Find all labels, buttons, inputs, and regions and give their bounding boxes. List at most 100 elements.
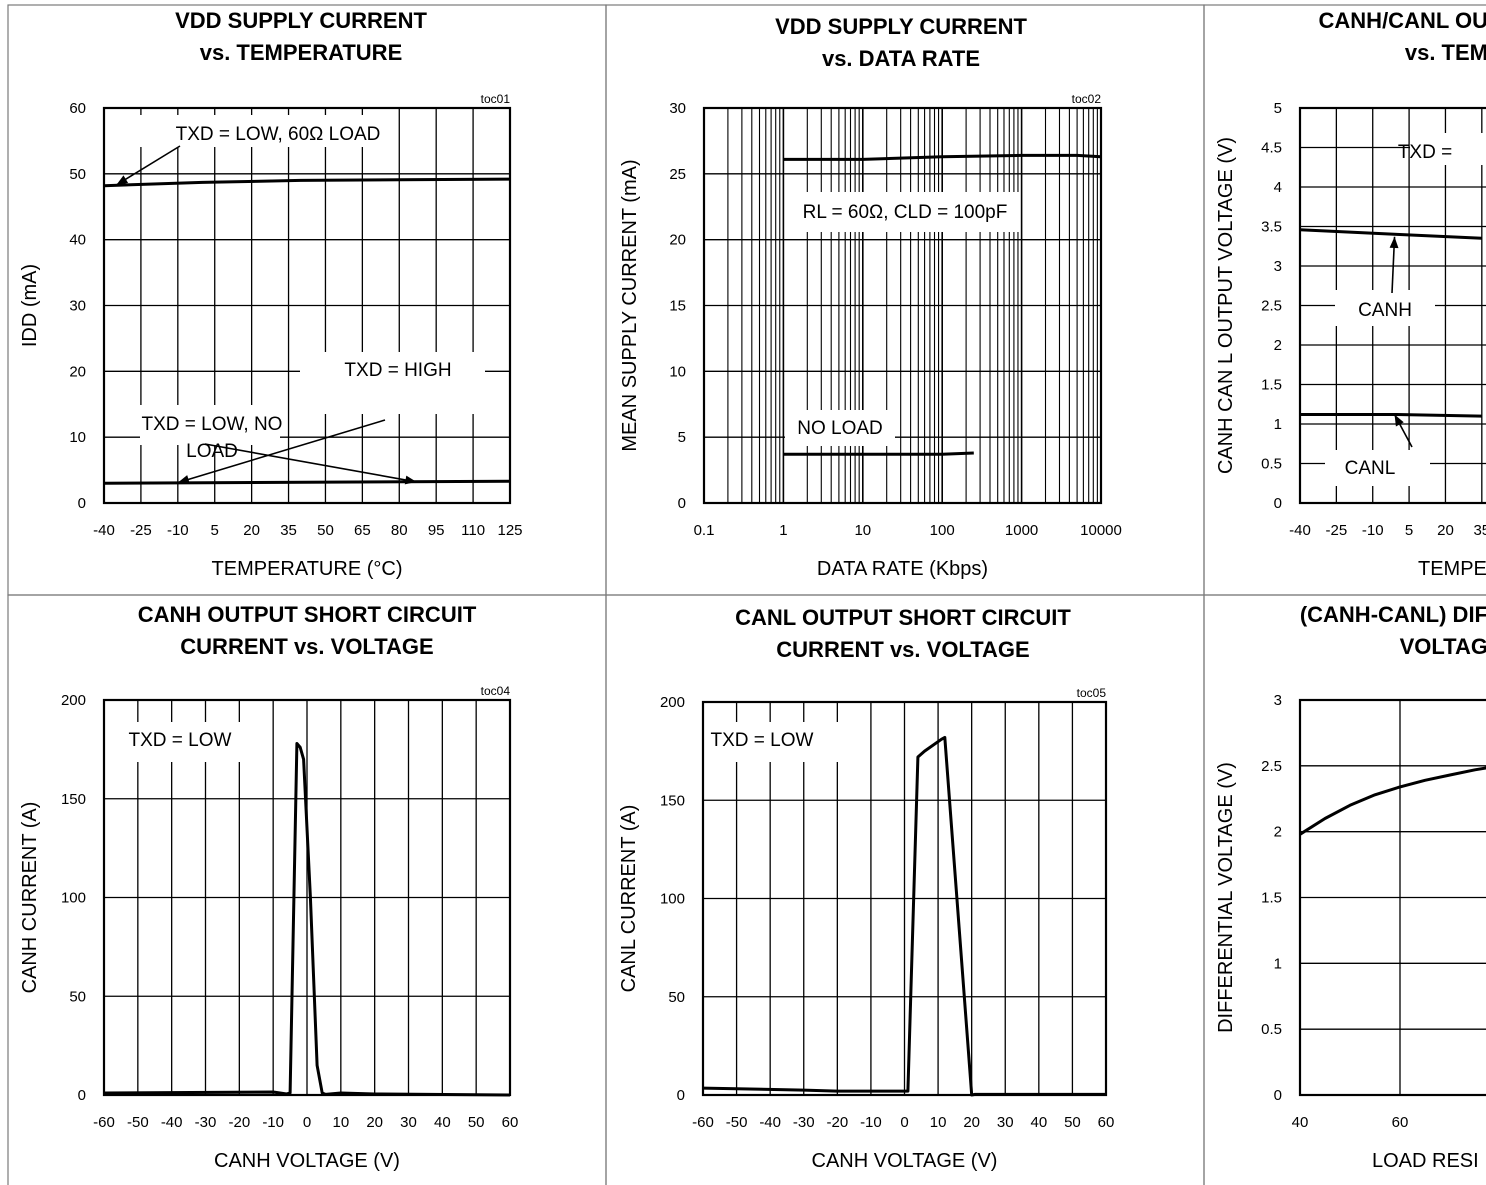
y-tick-label: 1 xyxy=(1274,955,1282,972)
y-tick-label: 40 xyxy=(69,232,86,249)
annotation-box xyxy=(785,410,895,446)
x-tick-label: 5 xyxy=(211,522,219,539)
chart-title: VOLTAG xyxy=(1400,634,1486,659)
x-tick-label: 1000 xyxy=(1005,522,1038,539)
y-axis-label: IDD (mA) xyxy=(19,264,41,347)
y-tick-label: 3 xyxy=(1274,258,1282,275)
annotation-box xyxy=(1410,133,1486,165)
series-line xyxy=(1300,413,1482,418)
x-tick-label: 0 xyxy=(900,1114,908,1131)
x-tick-label: 5 xyxy=(1405,522,1413,539)
x-tick-label: 100 xyxy=(930,522,955,539)
y-tick-label: 3.5 xyxy=(1261,219,1282,236)
annotation-arrowhead xyxy=(1389,236,1399,249)
annotation-arrow xyxy=(204,443,417,483)
annotation-arrowhead xyxy=(1394,414,1404,427)
y-axis-label: DIFFERENTIAL VOLTAGE (V) xyxy=(1215,762,1237,1033)
y-tick-label: 50 xyxy=(69,166,86,183)
chart-title: vs. TEM xyxy=(1405,40,1486,65)
chart-toc03: CANH/CANL OU vs. TEM 0 0.5 1 1.5 2 2.5 3 3.5 4 4.5 5… xyxy=(1215,8,1486,580)
y-tick-label: 4.5 xyxy=(1261,140,1282,157)
x-tick-label: 40 xyxy=(1292,1114,1309,1131)
x-tick-label: -50 xyxy=(127,1114,149,1131)
x-tick-label: -40 xyxy=(759,1114,781,1131)
annotation-label: TXD = LOW xyxy=(129,730,232,751)
annotation-box xyxy=(1335,290,1435,326)
x-tick-label: -25 xyxy=(130,522,152,539)
annotation-label: RL = 60Ω, CLD = 100pF xyxy=(803,202,1008,223)
y-axis-label: MEAN SUPPLY CURRENT (mA) xyxy=(619,159,641,451)
annotation-arrow xyxy=(177,419,386,484)
x-tick-label: -10 xyxy=(1362,522,1384,539)
annotation-box xyxy=(140,115,390,147)
series-line xyxy=(1299,766,1486,836)
x-tick-label: 60 xyxy=(1098,1114,1115,1131)
figure-tag: toc01 xyxy=(481,92,511,106)
chart-title: (CANH-CANL) DIF xyxy=(1300,602,1486,627)
x-tick-label: 30 xyxy=(400,1114,417,1131)
x-tick-label: 40 xyxy=(1030,1114,1047,1131)
x-tick-label: 80 xyxy=(391,522,408,539)
grid xyxy=(704,108,1101,503)
x-tick-label: 110 xyxy=(461,522,485,539)
y-axis-label: CANH CURRENT (A) xyxy=(19,802,41,994)
x-axis-label: LOAD RESI xyxy=(1372,1150,1479,1172)
y-tick-label: 20 xyxy=(69,363,86,380)
chart-toc04: CANH OUTPUT SHORT CIRCUIT CURRENT vs. VOL… xyxy=(19,602,518,1172)
annotation-line: LOAD xyxy=(186,441,238,462)
y-tick-label: 0 xyxy=(1274,1087,1282,1104)
x-axis-label: TEMPE xyxy=(1418,558,1486,580)
plot-frame xyxy=(1298,698,1486,1097)
chart-title: CANH/CANL OU xyxy=(1319,8,1486,33)
y-tick-label: 0 xyxy=(78,1087,86,1104)
panel-frames xyxy=(7,4,1486,1185)
x-tick-label: 35 xyxy=(1473,522,1486,539)
chart-title: CURRENT vs. VOLTAGE xyxy=(776,637,1029,662)
plot-frame xyxy=(701,700,1108,1097)
annotation-box xyxy=(715,722,850,762)
x-axis-label: TEMPERATURE (°C) xyxy=(212,558,403,580)
y-tick-label: 0 xyxy=(78,495,86,512)
x-axis-label: CANH VOLTAGE (V) xyxy=(214,1150,400,1172)
y-tick-label: 3 xyxy=(1274,692,1282,709)
y-tick-label: 50 xyxy=(668,989,685,1006)
x-tick-label: -10 xyxy=(167,522,189,539)
y-tick-label: 0.5 xyxy=(1261,1021,1282,1038)
series-line xyxy=(1299,228,1482,240)
annotation-arrowhead xyxy=(404,475,417,485)
y-tick-label: 100 xyxy=(61,890,86,907)
x-tick-label: 20 xyxy=(963,1114,980,1131)
chart-title: vs. TEMPERATURE xyxy=(200,40,403,65)
chart-title: vs. DATA RATE xyxy=(822,46,980,71)
plot-frame xyxy=(1298,106,1486,505)
panel-frame xyxy=(1203,594,1486,1185)
x-tick-label: -40 xyxy=(1289,522,1311,539)
y-tick-label: 150 xyxy=(660,792,685,809)
annotation-label: TXD = LOW, 60Ω LOAD xyxy=(176,124,381,145)
y-tick-label: 0.5 xyxy=(1261,456,1282,473)
x-tick-label: -20 xyxy=(228,1114,250,1131)
y-axis-label: CANH CAN L OUTPUT VOLTAGE (V) xyxy=(1215,137,1237,474)
chart-toc05: CANL OUTPUT SHORT CIRCUIT CURRENT vs. VOL… xyxy=(618,605,1114,1172)
plot-frame xyxy=(102,106,512,505)
annotation-line: TXD = LOW, NO xyxy=(142,414,283,435)
y-tick-label: 1.5 xyxy=(1261,377,1282,394)
y-tick-label: 0 xyxy=(677,1087,685,1104)
grid xyxy=(104,700,510,1095)
y-tick-label: 200 xyxy=(660,694,685,711)
y-tick-label: 100 xyxy=(660,891,685,908)
plot-frame xyxy=(702,106,1103,505)
y-tick-label: 50 xyxy=(69,988,86,1005)
y-tick-label: 0 xyxy=(678,495,686,512)
annotation-box xyxy=(300,352,485,414)
y-tick-label: 30 xyxy=(669,100,686,117)
x-tick-label: 40 xyxy=(434,1114,451,1131)
annotation-label: CANL xyxy=(1345,458,1396,479)
x-tick-label: 50 xyxy=(468,1114,485,1131)
y-tick-label: 5 xyxy=(678,429,686,446)
figure-tag: toc05 xyxy=(1077,686,1107,700)
x-tick-label: 1 xyxy=(779,522,787,539)
x-tick-label: 10000 xyxy=(1080,522,1122,539)
x-tick-label: -60 xyxy=(692,1114,714,1131)
